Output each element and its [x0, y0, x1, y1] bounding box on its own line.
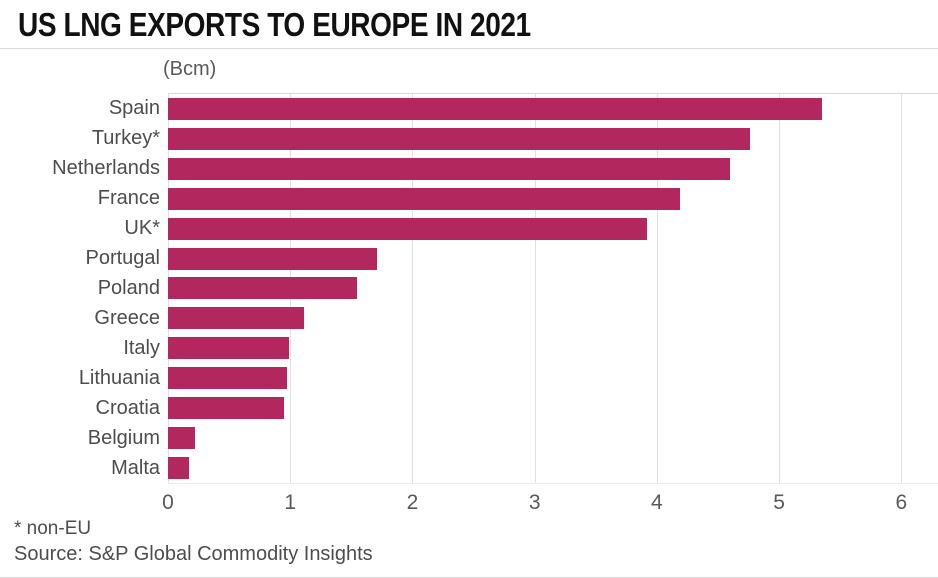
unit-label: (Bcm)	[163, 58, 217, 80]
category-label-greece: Greece	[94, 307, 160, 330]
bar-row	[168, 94, 938, 124]
gridline-4	[656, 94, 658, 483]
category-label-poland: Poland	[97, 277, 160, 299]
bar-row	[168, 363, 938, 393]
bar-row	[168, 423, 938, 453]
tick-label-3: 3	[528, 491, 541, 514]
category-label-france: France	[97, 186, 160, 209]
bar-turkey	[168, 127, 750, 150]
category-axis: Spain Turkey* Netherlands France UK* Portugal…	[0, 93, 160, 484]
gridline-2	[412, 94, 414, 483]
bar-uk	[168, 217, 648, 240]
tick-label-5: 5	[773, 491, 785, 514]
bar-row	[168, 244, 938, 274]
category-label-lithuania: Lithuania	[78, 367, 160, 390]
bar-france	[168, 187, 681, 210]
tick-label-1: 1	[284, 491, 297, 514]
bar-croatia	[168, 397, 285, 420]
category-label-uk: UK*	[124, 216, 160, 239]
category-label-italy: Italy	[123, 337, 160, 360]
tick-label-6: 6	[895, 491, 908, 514]
category-label-netherlands: Netherlands	[52, 156, 160, 179]
category-label-spain: Spain	[108, 96, 160, 119]
bar-malta	[168, 457, 189, 480]
value-axis: 0 1 2 3 4 5 6	[162, 489, 938, 517]
source-credit: Source: S&P Global Commodity Insights	[14, 543, 373, 565]
chart-title: US LNG EXPORTS TO EUROPE IN 2021	[18, 6, 531, 43]
gridline-5	[779, 94, 781, 483]
bar-portugal	[168, 247, 377, 270]
bar-row	[168, 154, 938, 184]
bar-greece	[168, 307, 304, 330]
title-divider	[0, 48, 938, 49]
tick-label-0: 0	[162, 491, 174, 514]
bar-spain	[168, 97, 822, 120]
bar-row	[168, 184, 938, 214]
category-label-belgium: Belgium	[87, 427, 160, 450]
gridline-6	[901, 94, 903, 483]
bar-lithuania	[168, 367, 287, 390]
bar-belgium	[168, 427, 195, 450]
gridline-3	[534, 94, 536, 483]
category-label-malta: Malta	[111, 457, 160, 480]
plot-area: Spain Turkey* Netherlands France UK* Portugal…	[0, 93, 938, 484]
bar-row	[168, 303, 938, 333]
bar-row	[168, 274, 938, 304]
bar-poland	[168, 277, 358, 300]
bar-row	[168, 453, 938, 483]
tick-label-2: 2	[406, 491, 419, 514]
footnote: * non-EU	[14, 518, 92, 539]
bar-row	[168, 333, 938, 363]
bar-italy	[168, 337, 289, 360]
tick-label-4: 4	[651, 491, 663, 514]
bar-plot	[168, 93, 938, 484]
bars-container	[168, 94, 938, 483]
category-label-croatia: Croatia	[95, 397, 160, 420]
bar-row	[168, 393, 938, 423]
category-label-portugal: Portugal	[85, 246, 161, 269]
category-label-turkey: Turkey*	[91, 126, 160, 149]
bar-row	[168, 214, 938, 244]
bar-row	[168, 124, 938, 154]
bar-netherlands	[168, 157, 731, 180]
